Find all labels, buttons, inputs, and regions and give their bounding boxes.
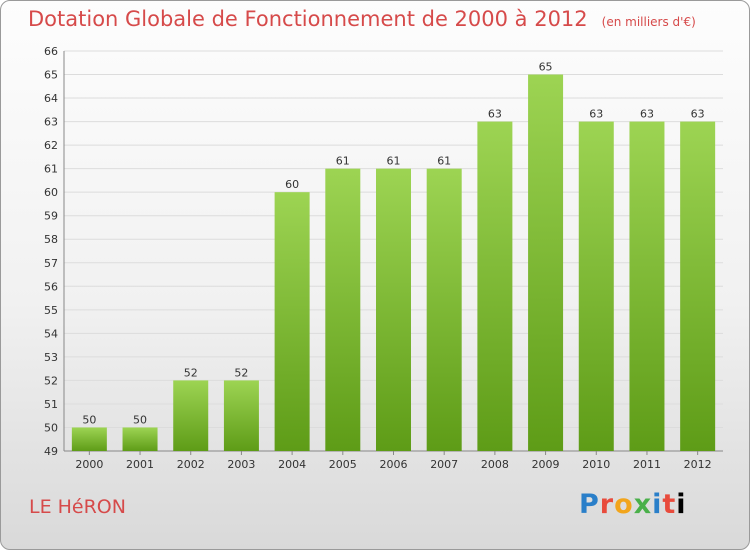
chart-title-text: Dotation Globale de Fonctionnement de 20… <box>28 7 588 31</box>
logo-letter: o <box>614 489 634 520</box>
x-tick-label: 2001 <box>126 458 154 471</box>
bar-value-label: 50 <box>133 413 147 426</box>
y-tick-label: 65 <box>44 69 58 82</box>
logo-letter: i <box>676 489 687 520</box>
commune-name: LE HéRON <box>29 496 126 518</box>
x-tick-label: 2005 <box>329 458 357 471</box>
y-tick-label: 57 <box>44 257 58 270</box>
bar-2007 <box>426 168 462 451</box>
bar-2005 <box>325 168 361 451</box>
x-tick-label: 2006 <box>380 458 408 471</box>
y-tick-label: 54 <box>44 327 58 340</box>
chart-title: Dotation Globale de Fonctionnement de 20… <box>28 7 696 31</box>
bar-value-label: 63 <box>640 108 654 121</box>
bar-value-label: 61 <box>437 155 451 168</box>
x-tick-label: 2012 <box>684 458 712 471</box>
y-tick-label: 61 <box>44 163 58 176</box>
y-tick-label: 63 <box>44 116 58 129</box>
x-tick-label: 2009 <box>532 458 560 471</box>
y-tick-label: 64 <box>44 92 58 105</box>
y-tick-label: 60 <box>44 186 58 199</box>
x-tick-label: 2003 <box>227 458 255 471</box>
bar-2001 <box>122 427 158 451</box>
bar-2010 <box>578 121 614 452</box>
y-tick-label: 56 <box>44 280 58 293</box>
y-tick-label: 59 <box>44 210 58 223</box>
logo-letter: P <box>579 489 600 520</box>
y-tick-label: 51 <box>44 398 58 411</box>
logo-letter: x <box>633 489 653 520</box>
bar-layer <box>71 74 716 452</box>
bar-2011 <box>629 121 665 452</box>
proxiti-logo[interactable]: Proxiti <box>579 489 687 520</box>
y-tick-label: 55 <box>44 304 58 317</box>
bar-value-label: 52 <box>234 366 248 379</box>
logo-letter: t <box>662 489 677 520</box>
bar-2008 <box>477 121 513 452</box>
x-tick-label: 2000 <box>75 458 103 471</box>
y-tick-label: 53 <box>44 351 58 364</box>
bar-2006 <box>376 168 411 451</box>
logo-letter: r <box>599 489 615 520</box>
bar-2004 <box>274 192 310 452</box>
bar-value-label: 61 <box>387 155 401 168</box>
y-tick-label: 66 <box>44 45 58 58</box>
bar-2000 <box>71 427 107 451</box>
bar-value-label: 63 <box>488 108 502 121</box>
x-tick-label: 2002 <box>177 458 205 471</box>
y-tick-label: 52 <box>44 374 58 387</box>
bar-value-label: 63 <box>691 108 705 121</box>
axis-layer: 49 50 51 52 53 54 55 56 57 58 59 60 61 62 63 64 65 66 <box>44 45 723 458</box>
x-tick-label: 2010 <box>582 458 610 471</box>
bar-value-label: 65 <box>539 61 553 74</box>
x-tick-label: 2007 <box>430 458 458 471</box>
x-tick-label: 2008 <box>481 458 509 471</box>
bar-value-label: 60 <box>285 178 299 191</box>
y-tick-label: 58 <box>44 233 58 246</box>
y-tick-label: 49 <box>44 445 58 458</box>
bar-value-label: 52 <box>184 366 198 379</box>
bar-value-label: 63 <box>589 108 603 121</box>
bar-2002 <box>173 380 209 451</box>
x-tick-label: 2011 <box>633 458 661 471</box>
label-layer: 50 2000 50 2001 52 2002 52 2003 60 2004 61 2005 61 20… <box>75 61 711 471</box>
bar-2012 <box>680 121 716 452</box>
bar-2003 <box>223 380 259 451</box>
bar-value-label: 61 <box>336 155 350 168</box>
bar-value-label: 50 <box>82 413 96 426</box>
logo-letter: i <box>652 489 663 520</box>
y-tick-label: 62 <box>44 139 58 152</box>
x-tick-label: 2004 <box>278 458 306 471</box>
chart-units: (en milliers d'€) <box>601 15 696 29</box>
y-tick-label: 50 <box>44 421 58 434</box>
bar-2009 <box>528 74 564 451</box>
